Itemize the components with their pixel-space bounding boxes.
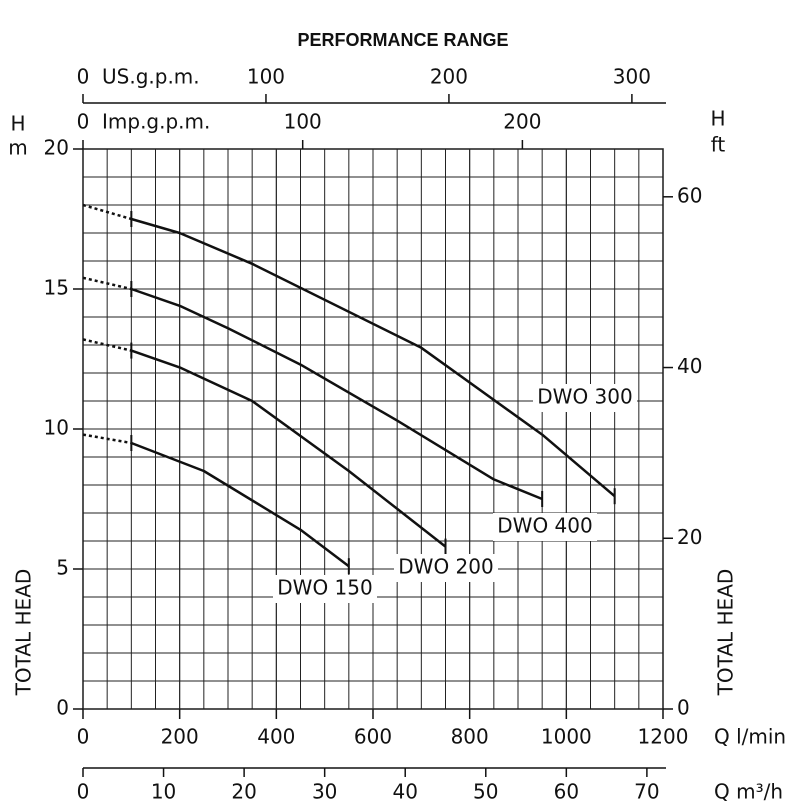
x_m3h-tick-label: 20 [231,780,256,804]
curve-label: DWO 150 [277,576,372,600]
x-m3h-label: Q m³/h [714,780,783,804]
y2-tick-label: 20 [677,525,702,549]
curve-start [82,203,132,221]
x-tick-label: 400 [257,725,295,749]
y-tick-label: 20 [44,136,69,160]
curve-start [82,276,132,291]
curve-label: DWO 400 [497,514,592,538]
x-tick-label: 1200 [638,725,689,749]
y2-unit: ft [711,133,726,157]
x-tick-label: 600 [354,725,392,749]
x-impgpm-label: Imp.g.p.m. [102,110,210,134]
x-tick-label: 800 [451,725,489,749]
x_usgpm-tick-label: 0 [77,65,90,89]
curve-label-bg [533,384,637,412]
y2-tick-label: 60 [677,183,702,207]
curve [130,349,447,548]
y2-tick-label: 0 [677,696,690,720]
x-tick-label: 0 [77,725,90,749]
x_impgpm-tick-label: 0 [77,110,90,134]
x_m3h-tick-label: 70 [634,780,659,804]
y-tick-label: 0 [56,696,69,720]
curve-start [82,338,132,352]
x_m3h-tick-label: 30 [312,780,337,804]
curve-label-bg [493,513,597,541]
x-tick-label: 200 [161,725,199,749]
curve [130,287,543,501]
y-tick-label: 15 [44,276,69,300]
x_m3h-tick-label: 60 [554,780,579,804]
curve [130,217,616,498]
y-label-top: H [10,112,25,136]
y2-label-top: H [710,107,725,131]
x-label: Q l/min [714,725,786,749]
y-unit: m [8,136,27,160]
y2-tick-label: 40 [677,354,702,378]
chart-title: PERFORMANCE RANGE [297,30,508,50]
x_impgpm-tick-label: 100 [284,110,322,134]
y2-label: TOTAL HEAD [714,569,738,697]
curve-label-bg [394,554,498,582]
y-tick-label: 5 [56,556,69,580]
curve-start [82,433,132,445]
y-label: TOTAL HEAD [12,569,36,697]
x_m3h-tick-label: 40 [392,780,417,804]
x_usgpm-tick-label: 100 [247,65,285,89]
curve-label: DWO 300 [537,385,632,409]
curve-label-bg [273,575,377,603]
curve-label: DWO 200 [398,555,493,579]
x_usgpm-tick-label: 300 [613,65,651,89]
x_m3h-tick-label: 10 [151,780,176,804]
x_m3h-tick-label: 50 [473,780,498,804]
x_impgpm-tick-label: 200 [503,110,541,134]
curve [130,441,350,568]
x_m3h-tick-label: 0 [77,780,90,804]
x_usgpm-tick-label: 200 [430,65,468,89]
x-usgpm-label: US.g.p.m. [102,65,200,89]
y-tick-label: 10 [44,416,69,440]
x-tick-label: 1000 [541,725,592,749]
